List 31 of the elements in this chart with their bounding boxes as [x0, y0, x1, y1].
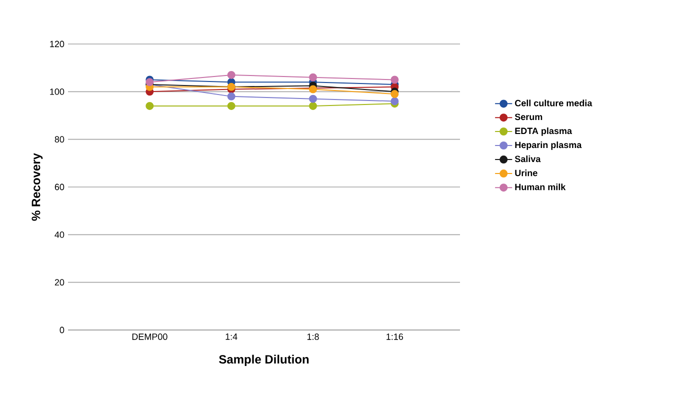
legend-label: Serum: [514, 114, 542, 120]
point: [227, 70, 236, 79]
legend-label: Human milk: [515, 184, 566, 190]
x-tick-label: DEMP00: [132, 334, 168, 340]
y-tick-label: 20: [54, 279, 64, 286]
legend-label: EDTA plasma: [515, 127, 572, 136]
point: [309, 102, 317, 110]
y-tick-label: 100: [50, 88, 64, 95]
point: [390, 90, 399, 98]
legend-label: Urine: [515, 170, 538, 176]
point: [390, 76, 399, 84]
point: [146, 78, 154, 86]
x-axis-title: Sample Dilution: [219, 354, 309, 366]
legend-label: Cell culture media: [515, 100, 592, 106]
x-tick-label: 1:8: [307, 334, 319, 340]
y-tick-label: 40: [54, 231, 64, 238]
y-tick-label: 80: [54, 136, 64, 143]
y-tick-label: 120: [50, 40, 64, 48]
point: [390, 97, 399, 106]
legend-label: Heparin plasma: [515, 142, 582, 150]
y-axis-title: % Recovery: [32, 153, 43, 221]
point: [309, 94, 317, 103]
point: [227, 92, 236, 100]
point: [227, 102, 236, 110]
y-tick-label: 60: [54, 184, 64, 190]
y-tick-label: 0: [60, 326, 64, 334]
point: [309, 73, 317, 82]
x-tick-label: 1:16: [386, 334, 404, 340]
legend-label: Saliva: [514, 156, 541, 162]
x-tick-label: 1:4: [226, 334, 238, 340]
point: [146, 102, 154, 110]
